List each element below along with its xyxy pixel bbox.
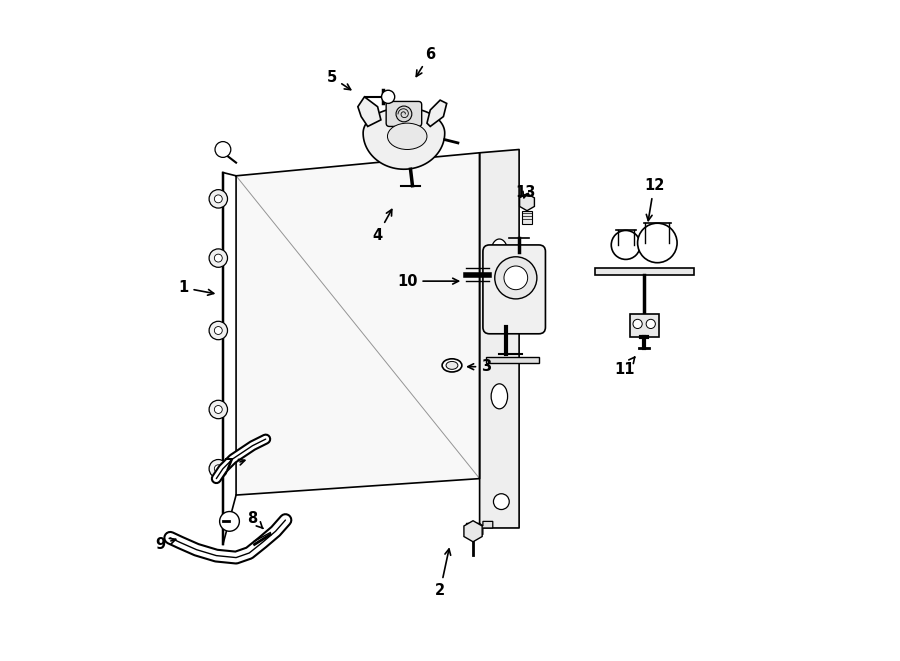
Text: 2: 2	[435, 549, 451, 598]
Ellipse shape	[446, 362, 458, 369]
Circle shape	[633, 319, 643, 329]
FancyBboxPatch shape	[483, 245, 545, 334]
Circle shape	[495, 256, 537, 299]
Circle shape	[209, 459, 228, 478]
Circle shape	[214, 406, 222, 413]
Circle shape	[396, 106, 412, 122]
Circle shape	[220, 512, 239, 531]
Circle shape	[214, 254, 222, 262]
Circle shape	[214, 195, 222, 203]
Polygon shape	[522, 211, 532, 224]
Circle shape	[209, 190, 228, 208]
Polygon shape	[427, 100, 446, 126]
Text: 9: 9	[156, 537, 176, 552]
Circle shape	[382, 91, 395, 103]
Polygon shape	[595, 268, 694, 274]
Text: 5: 5	[327, 69, 351, 90]
Circle shape	[493, 494, 509, 510]
Text: 11: 11	[614, 357, 634, 377]
Circle shape	[504, 266, 527, 290]
Circle shape	[209, 249, 228, 267]
Ellipse shape	[442, 359, 462, 372]
Polygon shape	[236, 153, 480, 495]
Circle shape	[214, 327, 222, 334]
Ellipse shape	[491, 298, 508, 323]
Polygon shape	[519, 194, 535, 211]
Text: 8: 8	[248, 510, 263, 528]
Circle shape	[646, 319, 655, 329]
Circle shape	[637, 223, 677, 262]
Polygon shape	[630, 314, 659, 337]
Text: 7: 7	[224, 458, 245, 473]
Circle shape	[209, 321, 228, 340]
Text: 12: 12	[644, 178, 664, 221]
FancyBboxPatch shape	[386, 101, 422, 126]
Text: 10: 10	[397, 274, 458, 289]
Polygon shape	[486, 357, 539, 364]
Text: 1: 1	[178, 280, 213, 295]
Polygon shape	[363, 108, 445, 169]
Text: 3: 3	[468, 359, 491, 374]
Polygon shape	[480, 149, 519, 528]
Polygon shape	[464, 521, 482, 542]
Text: 4: 4	[373, 210, 392, 243]
Circle shape	[611, 231, 640, 259]
Polygon shape	[358, 97, 381, 126]
Circle shape	[214, 465, 222, 473]
Polygon shape	[466, 522, 493, 535]
Circle shape	[215, 141, 230, 157]
Text: 13: 13	[516, 185, 536, 200]
Ellipse shape	[491, 239, 508, 264]
Circle shape	[209, 401, 228, 418]
Ellipse shape	[491, 384, 508, 408]
Text: 6: 6	[417, 46, 436, 77]
Ellipse shape	[388, 123, 427, 149]
